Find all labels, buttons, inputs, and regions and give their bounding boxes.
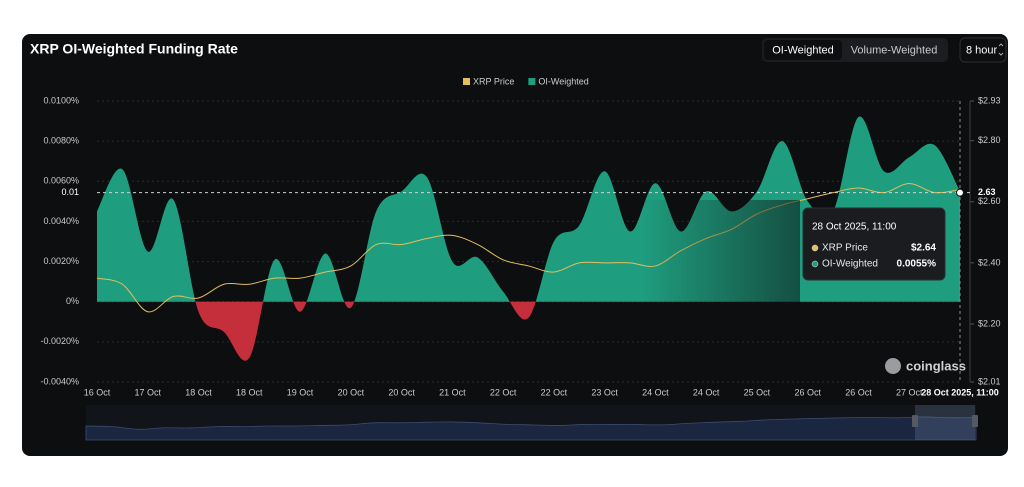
x-tick-label: 20 Oct xyxy=(388,387,415,397)
crosshair-right-label: 2.63 xyxy=(978,187,996,197)
card xyxy=(22,34,1008,456)
tooltip-name: OI-Weighted xyxy=(822,259,878,270)
navigator-window xyxy=(915,405,975,440)
legend-label: OI-Weighted xyxy=(538,76,588,86)
x-tick-label: 21 Oct xyxy=(439,387,466,397)
x-tick-label: 19 Oct xyxy=(287,387,314,397)
tooltip xyxy=(802,207,946,281)
y-tick-label: 0.0040% xyxy=(43,216,79,226)
y2-tick-label: $2.60 xyxy=(978,196,1001,206)
navigator-area xyxy=(85,416,977,441)
toggle-button[interactable]: Volume-Weighted xyxy=(851,44,938,56)
tooltip-dot xyxy=(811,260,819,268)
tooltip-shade xyxy=(640,200,800,310)
navigator-handle xyxy=(912,415,918,427)
y2-tick-label: $2.20 xyxy=(978,318,1001,328)
tooltip-title: 28 Oct 2025, 11:00 xyxy=(812,222,897,233)
legend-label: XRP Price xyxy=(473,76,514,86)
x-tick-label: 20 Oct xyxy=(338,387,365,397)
x-tick-label: 22 Oct xyxy=(541,387,568,397)
toggle-active[interactable] xyxy=(764,40,842,60)
x-tick-label: 26 Oct xyxy=(794,387,821,397)
x-tick-label: 26 Oct xyxy=(845,387,872,397)
x-tick-label: 23 Oct xyxy=(591,387,618,397)
toggle-button[interactable]: OI-Weighted xyxy=(772,44,834,56)
tooltip-dot xyxy=(811,244,819,252)
x-tick-label: 24 Oct xyxy=(693,387,720,397)
x-tick-label: 27 Oct xyxy=(896,387,923,397)
navigator-handle xyxy=(972,415,978,427)
y-tick-label: 0.0060% xyxy=(43,176,79,186)
x-tick-label: 18 Oct xyxy=(185,387,212,397)
x-tick-label: 16 Oct xyxy=(84,387,111,397)
y2-tick-label: $2.40 xyxy=(978,257,1001,267)
price-line xyxy=(96,182,961,313)
x-tick-label: 18 Oct xyxy=(236,387,263,397)
chart-title: XRP OI-Weighted Funding Rate xyxy=(30,41,238,57)
y-tick-label: 0% xyxy=(66,296,79,306)
crosshair-point xyxy=(956,188,964,197)
y2-tick-label: $2.93 xyxy=(978,95,1001,105)
select-arrows xyxy=(998,43,1004,56)
x-tick-label: 24 Oct xyxy=(642,387,669,397)
y2-tick-label: $2.80 xyxy=(978,135,1001,145)
y2-tick-label: $2.01 xyxy=(978,376,1001,386)
area-negative xyxy=(195,302,536,361)
tooltip-value: $2.64 xyxy=(911,243,936,254)
x-tick-label: 17 Oct xyxy=(135,387,162,397)
x-tick-label: 28 Oct 2025, 11:00 xyxy=(921,387,999,397)
y-tick-label: -0.0040% xyxy=(40,376,79,386)
interval-label[interactable]: 8 hour xyxy=(966,44,998,56)
crosshair-left-label: 0.01 xyxy=(61,187,79,197)
y-tick-label: 0.0080% xyxy=(43,136,79,146)
plot: 0.0100% 0.0080% 0.0060% 0.0040% 0.0020% 0% -0.… xyxy=(40,76,1001,441)
watermark: coinglass xyxy=(885,358,966,374)
tooltip-name: XRP Price xyxy=(822,243,868,254)
legend-swatch xyxy=(528,78,536,85)
x-tick-label: 22 Oct xyxy=(490,387,517,397)
watermark-icon xyxy=(885,358,901,374)
y-tick-label: 0.0100% xyxy=(43,95,79,105)
legend-swatch xyxy=(463,78,470,85)
watermark-text: coinglass xyxy=(906,358,966,373)
tooltip-value: 0.0055% xyxy=(897,259,937,270)
y-tick-label: -0.0020% xyxy=(40,336,79,346)
x-tick-label: 25 Oct xyxy=(744,387,771,397)
interval-select[interactable] xyxy=(959,37,1007,63)
y-tick-label: 0.0020% xyxy=(43,256,79,266)
